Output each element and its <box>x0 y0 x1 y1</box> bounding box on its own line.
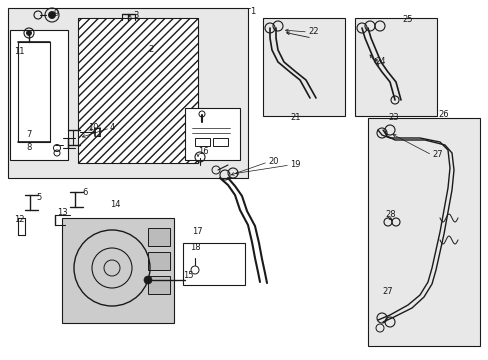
Circle shape <box>26 31 31 36</box>
Bar <box>183 243 244 285</box>
Text: 6: 6 <box>82 189 87 198</box>
Text: 5: 5 <box>36 193 41 202</box>
Text: 11: 11 <box>14 48 24 57</box>
Bar <box>148 252 170 270</box>
Text: 10: 10 <box>88 123 98 132</box>
Bar <box>148 228 170 246</box>
Text: 26: 26 <box>437 111 447 120</box>
Text: 19: 19 <box>289 161 300 170</box>
Bar <box>213 138 227 146</box>
Text: 21: 21 <box>289 113 300 122</box>
Text: 13: 13 <box>57 208 67 217</box>
Text: 23: 23 <box>387 113 398 122</box>
Text: 28: 28 <box>384 211 395 220</box>
Bar <box>18 42 50 142</box>
Bar <box>148 276 170 294</box>
Bar <box>184 108 240 160</box>
Bar <box>263 18 345 116</box>
Text: 2: 2 <box>148 45 153 54</box>
Bar <box>62 218 174 323</box>
Text: 15: 15 <box>183 271 193 280</box>
Text: 27: 27 <box>381 288 392 297</box>
Bar <box>367 118 479 346</box>
Bar <box>78 18 198 163</box>
Text: 4: 4 <box>110 123 115 132</box>
Bar <box>195 138 209 146</box>
Text: 20: 20 <box>267 157 278 166</box>
Circle shape <box>48 12 55 18</box>
Text: 9: 9 <box>54 9 59 18</box>
Text: 27: 27 <box>431 150 442 159</box>
Text: 1: 1 <box>249 8 255 17</box>
Text: 12: 12 <box>14 216 24 225</box>
Circle shape <box>143 276 152 284</box>
Text: 18: 18 <box>190 243 200 252</box>
Bar <box>10 30 68 160</box>
Text: 14: 14 <box>110 201 120 210</box>
Text: 3: 3 <box>133 12 138 21</box>
Text: 16: 16 <box>198 148 208 157</box>
Bar <box>8 8 247 178</box>
Text: 7: 7 <box>26 130 31 139</box>
Text: 17: 17 <box>192 228 202 237</box>
Text: 22: 22 <box>307 27 318 36</box>
Bar <box>354 18 436 116</box>
Text: 8: 8 <box>26 144 31 153</box>
Text: 25: 25 <box>401 15 412 24</box>
Text: 24: 24 <box>374 58 385 67</box>
